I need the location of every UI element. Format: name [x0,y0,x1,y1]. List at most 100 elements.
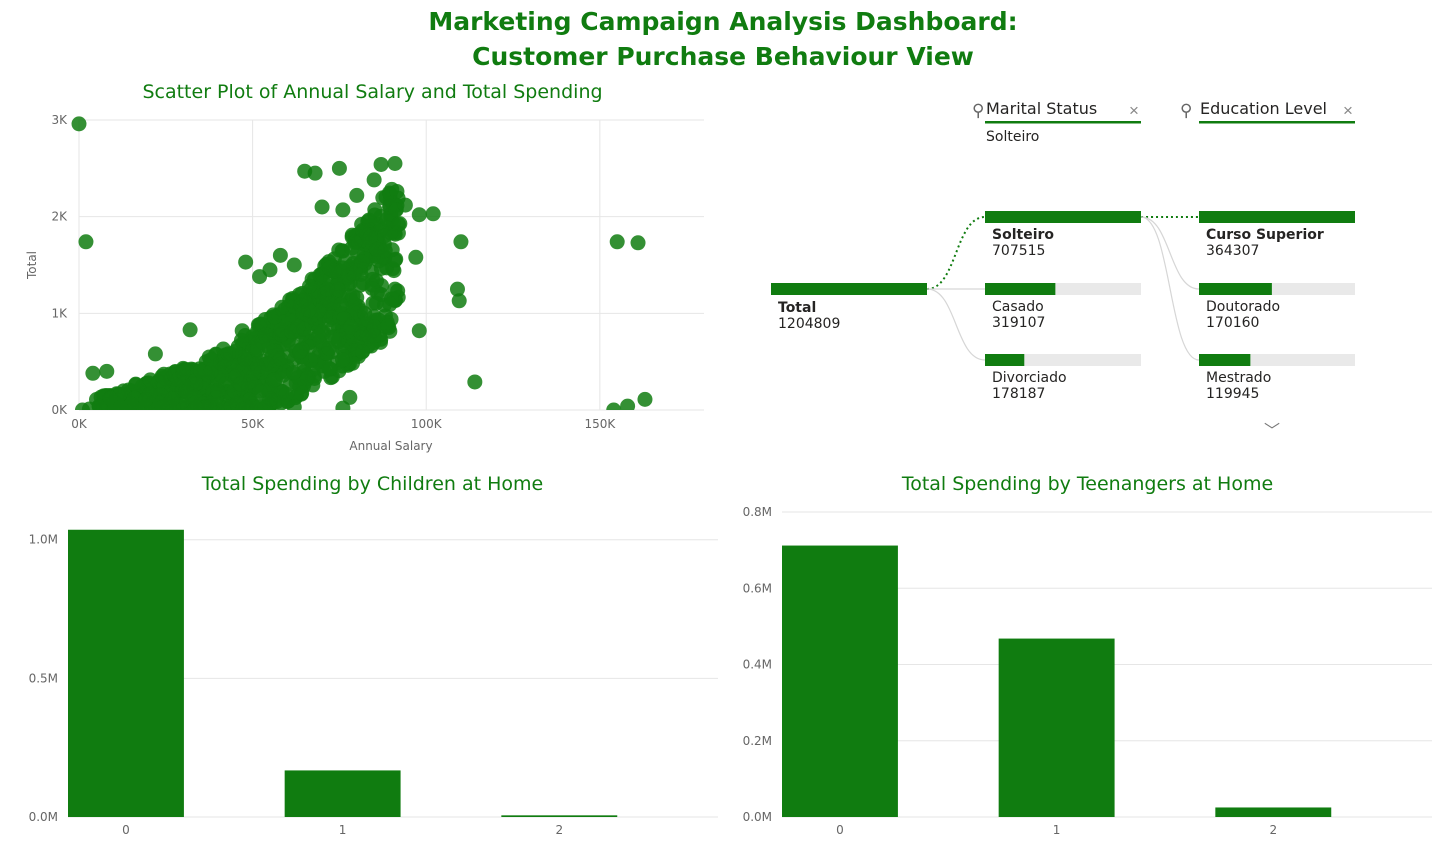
scatter-point [319,281,335,297]
tree-connector [926,288,986,361]
scatter-point [234,323,250,339]
scatter-point [345,299,361,315]
scatter-point [128,377,144,393]
scatter-point [377,228,393,244]
scatter-point [331,160,347,176]
scatter-point [301,278,317,294]
close-icon[interactable]: × [1343,101,1353,120]
total-value: 1204809 [778,316,840,332]
tree-connector [1140,216,1200,290]
marital-bar-casado[interactable] [985,283,1056,295]
filter-marital-status-label[interactable]: Marital Status [986,99,1097,118]
scatter-point [453,234,469,250]
marital-label: Solteiro [992,227,1054,243]
scatter-point [389,183,405,199]
scatter-point [330,282,346,298]
scatter-point [102,390,118,406]
marital-label: Casado [992,299,1044,315]
filter-marital-underline [985,121,1141,124]
y-tick-label: 0.6M [743,581,772,595]
teen-bar-chart[interactable]: 0.0M 0.2M 0.4M 0.6M 0.8M 0 1 2 [720,500,1440,850]
scatter-point [294,385,310,401]
scatter-point [342,389,358,405]
scatter-point [379,211,395,227]
x-tick-label: 1 [339,823,347,837]
education-value: 170160 [1206,315,1259,331]
scatter-point [368,295,384,311]
education-bar-doutorado[interactable] [1199,283,1272,295]
scatter-point [138,392,154,408]
education-bar-mestrado[interactable] [1199,354,1251,366]
decomposition-tree[interactable]: ⚲ Marital Status × Solteiro ⚲ Education … [720,80,1440,460]
dashboard-title-line1: Marketing Campaign Analysis Dashboard: [428,7,1018,36]
children-bar-title: Total Spending by Children at Home [201,473,544,495]
scatter-point [233,376,249,392]
close-icon[interactable]: × [1129,101,1139,120]
bar[interactable] [782,545,898,817]
scatter-point [630,235,646,251]
scatter-point [297,163,313,179]
dashboard-title: Marketing Campaign Analysis Dashboard: C… [0,4,1446,74]
scatter-point [290,318,306,334]
filter-education-level-label[interactable]: Education Level [1200,99,1327,118]
tree-connector [926,216,986,290]
scatter-point [343,240,359,256]
x-tick-label: 0K [71,417,88,431]
y-tick-label: 0.0M [743,810,772,824]
scatter-point [387,281,403,297]
scatter-point [292,343,308,359]
scatter-point [322,260,338,276]
y-tick-label: 1K [51,306,68,320]
bar[interactable] [68,529,184,817]
scatter-point [286,364,302,380]
dashboard-title-line2: Customer Purchase Behaviour View [472,42,974,71]
y-tick-label: 0.4M [743,658,772,672]
total-label: Total [778,300,816,316]
scatter-point [331,242,347,258]
marital-bar-solteiro[interactable] [985,211,1141,223]
scatter-point [311,328,327,344]
lightbulb-icon[interactable]: ⚲ [1180,101,1192,120]
marital-bar-divorciado[interactable] [985,354,1025,366]
scatter-point [272,247,288,263]
scatter-point [175,360,191,376]
bar[interactable] [501,815,618,817]
scatter-point [238,254,254,270]
scatter-point [202,364,218,380]
lightbulb-icon[interactable]: ⚲ [972,101,984,120]
scatter-point [387,252,403,268]
scatter-point [408,249,424,265]
education-label: Mestrado [1206,370,1271,386]
scatter-points [71,116,653,410]
scatter-point [373,156,389,172]
scatter-point [357,305,373,321]
filter-education-underline [1199,121,1355,124]
scatter-point [188,375,204,391]
scatter-point [366,172,382,188]
scatter-point [467,374,483,390]
scatter-point [314,199,330,215]
scatter-point [99,363,115,379]
scatter-point [113,399,129,410]
scatter-point [411,323,427,339]
education-bar-curso-superior[interactable] [1199,211,1355,223]
bar[interactable] [284,770,401,817]
y-tick-label: 0.0M [29,810,58,824]
children-bar-chart[interactable]: 0.0M 0.5M 1.0M 0 1 2 [0,500,720,850]
scatter-point [606,402,622,410]
x-tick-label: 1 [1053,823,1061,837]
scatter-point [366,319,382,335]
bar[interactable] [998,638,1115,817]
x-tick-label: 2 [1269,823,1277,837]
scatter-point [71,116,87,132]
scatter-point [449,281,465,297]
y-tick-label: 2K [51,210,68,224]
x-tick-label: 0 [122,823,130,837]
x-axis-label: Annual Salary [349,439,432,453]
scatter-point [354,254,370,270]
scatter-chart[interactable]: 0K 50K 100K 150K 0K 1K 2K 3K Annual Salary Total [0,100,720,470]
bar[interactable] [1215,807,1332,817]
scatter-point [78,234,94,250]
total-bar[interactable] [771,283,927,295]
chevron-down-icon[interactable]: ﹀ [1264,422,1280,440]
